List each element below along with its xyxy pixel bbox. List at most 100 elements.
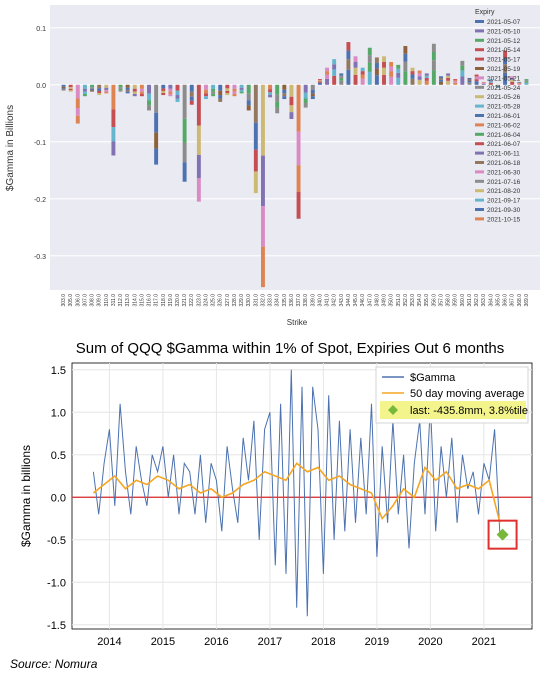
bar-segment (503, 57, 508, 65)
legend-swatch (475, 132, 484, 136)
bar-segment (503, 50, 508, 58)
bar-segment (524, 79, 529, 81)
bar-segment (168, 91, 173, 94)
bar-segment (396, 64, 401, 69)
x-tick-label: 342.0 (332, 294, 338, 307)
bar-segment (225, 93, 230, 96)
bar-segment (168, 93, 173, 97)
bar-segment (382, 56, 386, 62)
bar-segment (289, 112, 294, 119)
y-tick-label: 0.1 (36, 26, 46, 33)
legend-entry: 2021-06-02 (487, 122, 521, 129)
bar-segment (417, 79, 422, 85)
x-tick-label: 306.0 (75, 294, 81, 307)
bar-segment (467, 82, 472, 85)
x-tick-label: 303.0 (61, 294, 67, 307)
bar-segment (61, 88, 66, 90)
x-tick-label: 334.0 (275, 294, 281, 307)
y-tick-label: -0.2 (34, 197, 46, 204)
bar-segment (439, 77, 443, 80)
bar-segment (211, 88, 216, 92)
bar-segment (161, 93, 166, 96)
bar-segment (82, 84, 87, 89)
y-tick-label: -0.5 (47, 535, 66, 547)
bar-segment (396, 68, 401, 73)
bar-segment (495, 86, 500, 88)
x-tick-label: 330.0 (246, 294, 252, 307)
bar-segment (139, 88, 144, 92)
bar-segment (260, 246, 265, 288)
bar-segment (510, 81, 515, 85)
legend-swatch (475, 179, 484, 183)
bar-segment (460, 60, 465, 66)
x-tick-label: 319.0 (168, 294, 174, 307)
bar-segment (125, 87, 130, 90)
x-tick-label: 348.0 (374, 294, 380, 307)
bar-segment (403, 61, 408, 72)
bar-segment (346, 42, 351, 51)
x-tick-label: 369.0 (524, 294, 530, 307)
bar-segment (90, 88, 95, 91)
bar-segment (139, 84, 144, 89)
bar-segment (189, 91, 194, 97)
bar-segment (268, 84, 273, 90)
legend-swatch (475, 198, 484, 202)
bar-segment (90, 90, 95, 92)
bar-segment (132, 91, 137, 94)
x-tick-label: 328.0 (232, 294, 238, 307)
bar-segment (303, 92, 308, 99)
bar-segment (132, 84, 137, 89)
x-tick-label: 314.0 (132, 294, 138, 307)
x-tick-label: 362.0 (474, 294, 480, 307)
bar-segment (132, 88, 137, 92)
bar-segment (389, 66, 394, 72)
bar-segment (196, 178, 201, 202)
bar-segment (253, 122, 258, 150)
legend-swatch (475, 208, 484, 211)
x-tick-label: 366.0 (503, 294, 509, 307)
moving-average-line (92, 462, 501, 523)
bar-segment (260, 155, 265, 207)
legend-last-label: last: -435.8mm, 3.8%tile (410, 405, 528, 417)
bar-segment (68, 88, 73, 91)
bar-segment (68, 84, 73, 88)
bar-segment (246, 105, 251, 111)
bar-segment (353, 56, 358, 62)
bar-segment (168, 88, 173, 92)
bar-segment (510, 79, 515, 82)
bar-segment (360, 78, 365, 85)
bar-segment (139, 91, 144, 94)
bar-segment (481, 82, 486, 84)
x-tick-label: 367.0 (510, 294, 516, 307)
legend-swatch (475, 57, 484, 61)
bar-segment (175, 90, 180, 96)
bar-segment (488, 79, 493, 81)
bar-segment (61, 89, 66, 91)
x-tick-label: 326.0 (218, 294, 224, 307)
x-tick-label: 345.0 (353, 294, 359, 307)
bar-segment (175, 84, 180, 91)
legend-swatch (475, 189, 484, 193)
x-tick-label: 308.0 (90, 294, 96, 307)
bar-segment (75, 98, 80, 109)
legend-entry: 2021-09-30 (487, 207, 521, 214)
legend-entry: 2021-06-04 (487, 132, 521, 139)
bar-segment (310, 84, 315, 90)
legend-last-highlight (380, 401, 526, 419)
y-tick-labels: 0.1 0.0 -0.1 -0.2 -0.3 (34, 26, 46, 261)
legend-entry: 2021-05-12 (487, 38, 521, 45)
legend-entry: 2021-05-26 (487, 94, 521, 101)
bar-segment (282, 93, 287, 97)
y-tick-label: 1.0 (51, 407, 66, 419)
legend-swatch (475, 217, 484, 221)
bar-segment (196, 154, 201, 179)
x-tick-label: 336.0 (289, 294, 295, 307)
x-tick-label: 368.0 (517, 294, 523, 307)
source-note: Source: Nomura (10, 657, 98, 671)
bar-segment (75, 108, 80, 116)
bar-segment (367, 55, 372, 63)
bar-segment (111, 109, 116, 128)
bar-segment (253, 84, 258, 123)
bar-segment (161, 88, 166, 91)
bar-segment (189, 100, 194, 105)
